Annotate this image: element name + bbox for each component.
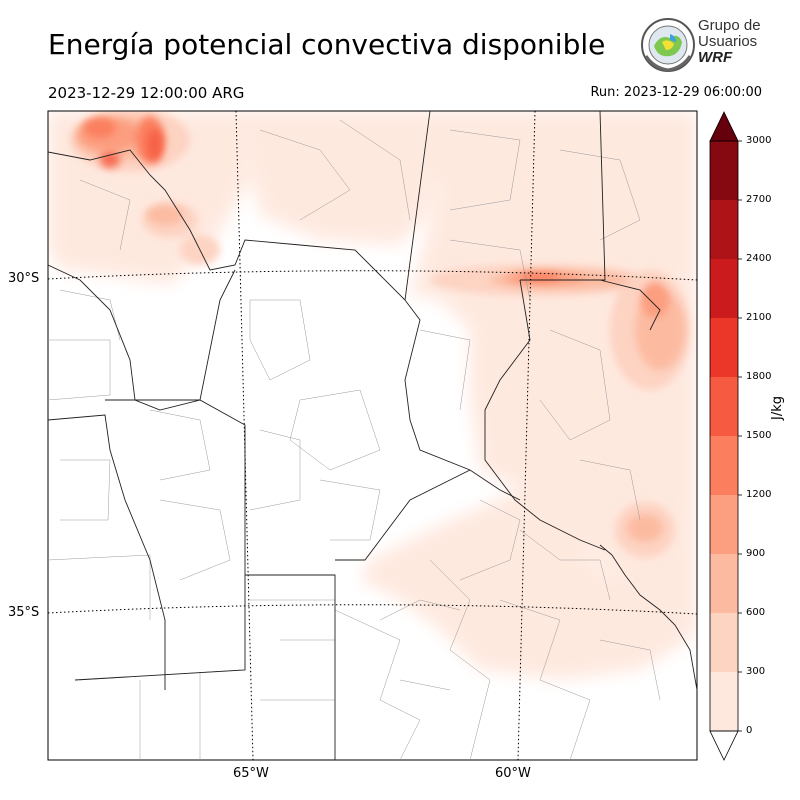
colorbar-tick-label: 300: [746, 666, 766, 677]
valid-time: 2023-12-29 12:00:00 ARG: [48, 84, 245, 102]
lon-label-65w: 65°W: [233, 766, 269, 781]
logo-line-2: Usuarios: [698, 33, 758, 50]
department-boundaries: [48, 119, 661, 760]
colorbar-tick-label: 1200: [746, 489, 772, 500]
graticule: [47, 110, 698, 761]
logo-line-1: Grupo de: [698, 17, 761, 34]
lat-label-30s: 30°S: [8, 271, 40, 286]
colorbar-tick-label: 900: [746, 548, 766, 559]
colorbar-segment: [710, 259, 738, 318]
colorbar-segment: [710, 672, 738, 731]
colorbar: [709, 111, 742, 761]
map-frame: [47, 110, 698, 761]
colorbar-segment: [710, 377, 738, 436]
colorbar-tick-label: 1500: [746, 430, 772, 441]
colorbar-tick-label: 600: [746, 607, 766, 618]
colorbar-tick-label: 2400: [746, 253, 772, 264]
colorbar-over-arrow: [709, 111, 739, 142]
colorbar-segment: [710, 200, 738, 259]
colorbar-segment: [710, 141, 738, 200]
colorbar-segment: [710, 495, 738, 554]
cape-field: [48, 111, 697, 680]
logo-line-3: WRF: [698, 49, 733, 66]
lat-label-35s: 35°S: [8, 605, 40, 620]
lon-label-60w: 60°W: [495, 766, 531, 781]
colorbar-tick-label: 3000: [746, 135, 772, 146]
run-time: Run: 2023-12-29 06:00:00: [590, 85, 762, 100]
coastline: [611, 554, 698, 691]
colorbar-tick-label: 1800: [746, 371, 772, 382]
colorbar-segment: [710, 436, 738, 495]
colorbar-units-label: J/kg: [770, 396, 785, 420]
province-boundaries: [48, 111, 661, 760]
colorbar-tick-label: 2700: [746, 194, 772, 205]
wrf-users-group-logo: Grupo de Usuarios WRF: [640, 16, 770, 76]
colorbar-tick-label: 0: [746, 725, 753, 736]
map-title: Energía potencial convectiva disponible: [48, 28, 606, 61]
colorbar-segment: [710, 613, 738, 672]
colorbar-tick-label: 2100: [746, 312, 772, 323]
logo-emblem-icon: [641, 18, 695, 72]
colorbar-under-arrow: [709, 730, 739, 761]
colorbar-segment: [710, 318, 738, 377]
colorbar-segment: [710, 554, 738, 613]
